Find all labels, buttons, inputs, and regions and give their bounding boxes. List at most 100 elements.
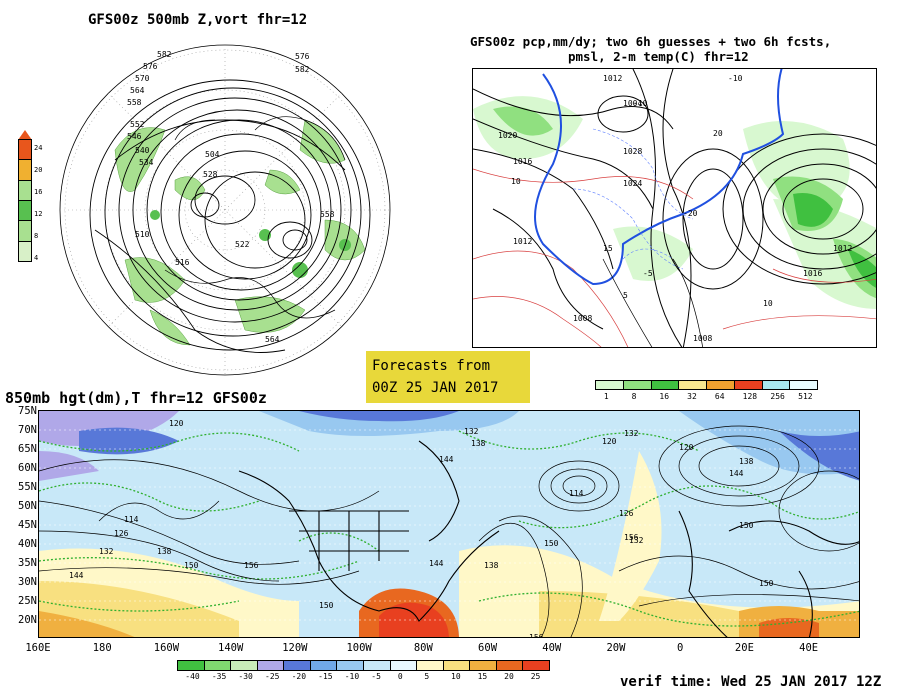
temperature-colorbar-label: -15	[318, 672, 333, 681]
vort-colorbar	[18, 130, 32, 262]
precip-colorbar-label: 128	[742, 392, 758, 401]
longitude-label: 120W	[282, 642, 308, 654]
forecast-banner-line2: 00Z 25 JAN 2017	[372, 380, 499, 396]
precip-contour-label: -10	[728, 74, 743, 83]
temperature-colorbar-label: -20	[291, 672, 307, 681]
temperature-colorbar-cell	[309, 660, 338, 671]
latitude-label: 50N	[18, 500, 37, 512]
precip-contour-label: 1004	[623, 99, 643, 108]
polar-contour-label: 582	[157, 50, 172, 59]
precip-colorbar-cell	[789, 380, 818, 390]
temperature-colorbar-cell	[495, 660, 524, 671]
main-contour-label: 120	[679, 443, 694, 452]
main-contour-label: 150	[319, 601, 334, 610]
main-contour-label: 150	[544, 539, 559, 548]
polar-contour-label: 522	[235, 240, 250, 249]
vort-colorbar-cell	[18, 199, 32, 222]
precip-map-title-line2: pmsl, 2-m temp(C) fhr=12	[568, 49, 749, 64]
vort-colorbar-cell	[18, 179, 32, 201]
temperature-colorbar-cell	[389, 660, 418, 671]
main-contour-label: 150	[759, 579, 774, 588]
longitude-label: 20E	[734, 642, 754, 654]
precip-colorbar-label: 1	[603, 392, 609, 401]
precip-contour-label: -20	[683, 209, 698, 218]
longitude-label: 160W	[153, 642, 180, 654]
vort-colorbar-label: 12	[34, 210, 43, 218]
precip-contour-label: 1016	[513, 157, 533, 166]
verification-time: verif time: Wed 25 JAN 2017 12Z	[620, 674, 882, 690]
main-contour-label: 150	[184, 561, 199, 570]
polar-contour-label: 576	[295, 52, 310, 61]
temperature-colorbar-label: -10	[344, 672, 360, 681]
temperature-colorbar-label: 25	[530, 672, 541, 681]
latitude-label: 65N	[18, 443, 37, 455]
precip-contour-label: 1012	[603, 74, 623, 83]
polar-contour-label: 504	[205, 150, 220, 159]
temperature-colorbar-cell	[256, 660, 285, 671]
forecast-banner-line1: Forecasts from	[372, 358, 491, 374]
main-contour-label: 144	[69, 571, 84, 580]
vort-colorbar-cell	[18, 139, 32, 161]
latitude-label: 20N	[18, 614, 37, 626]
precip-colorbar-cell	[595, 380, 624, 390]
longitude-label: 140W	[218, 642, 244, 654]
precip-colorbar	[595, 380, 818, 390]
temperature-colorbar	[177, 660, 550, 671]
polar-contour-label: 564	[265, 335, 280, 344]
temperature-colorbar-cell	[336, 660, 364, 671]
main-contour-label: 144	[729, 469, 744, 478]
precip-contour-label: 1008	[693, 334, 713, 343]
longitude-label: 100W	[346, 642, 372, 654]
temperature-colorbar-cell	[283, 660, 311, 671]
longitude-label: 180	[92, 642, 112, 654]
precip-contour-label: -10	[633, 99, 648, 108]
latitude-label: 40N	[18, 538, 37, 550]
precip-contour-label: 10	[511, 177, 521, 186]
vort-colorbar-label: 20	[34, 166, 43, 174]
polar-contour-label: 564	[130, 86, 145, 95]
temperature-colorbar-cell	[177, 660, 205, 671]
polar-contour-label: 534	[139, 158, 154, 167]
latitude-label: 55N	[18, 481, 37, 493]
precip-colorbar-cell	[733, 380, 763, 390]
precip-contour-label: 1020	[498, 131, 518, 140]
latitude-label: 70N	[18, 424, 37, 436]
main-contour-label: 132	[624, 429, 639, 438]
precip-colorbar-cell	[706, 380, 735, 390]
temperature-colorbar-label: -40	[185, 672, 200, 681]
precip-contour-label: 5	[623, 291, 628, 300]
main-contour-label: 138	[739, 457, 754, 466]
temperature-colorbar-label: -25	[265, 672, 280, 681]
main-contour-label: 132	[99, 547, 114, 556]
longitude-label: 160E	[25, 642, 51, 654]
forecast-banner: Forecasts from 00Z 25 JAN 2017	[366, 351, 530, 403]
vort-colorbar-label: 16	[34, 188, 43, 196]
temperature-colorbar-cell	[230, 660, 258, 671]
longitude-label: 80W	[413, 642, 433, 654]
polar-map-title: GFS00z 500mb Z,vort fhr=12	[88, 12, 308, 28]
main-contour-label: 150	[739, 521, 754, 530]
main-contour-label: 120	[602, 437, 617, 446]
polar-contour-label: 546	[127, 132, 142, 141]
temperature-colorbar-label: 5	[424, 672, 430, 681]
temperature-colorbar-label: 20	[504, 672, 514, 681]
polar-contour-label: 528	[203, 170, 218, 179]
main-contour-label: 120	[169, 419, 184, 428]
vort-colorbar-cell	[18, 159, 32, 181]
polar-contour-label: 516	[175, 258, 190, 267]
polar-contour-label: 558	[320, 210, 335, 219]
latitude-label: 45N	[18, 519, 37, 531]
temperature-colorbar-cell	[203, 660, 232, 671]
precip-colorbar-cell	[678, 380, 707, 390]
temperature-colorbar-label: 10	[451, 672, 461, 681]
latitude-label: 25N	[18, 595, 37, 607]
longitude-label: 40W	[542, 642, 562, 654]
polar-contour-label: 558	[127, 98, 142, 107]
main-contour-label: 138	[471, 439, 486, 448]
longitude-label: 0	[677, 642, 684, 654]
precip-contour-label: 1012	[513, 237, 533, 246]
precip-contour-label: -5	[643, 269, 653, 278]
main-contour-label: 144	[439, 455, 454, 464]
precip-contour-label: 10	[763, 299, 773, 308]
main-contour-label: 144	[429, 559, 444, 568]
